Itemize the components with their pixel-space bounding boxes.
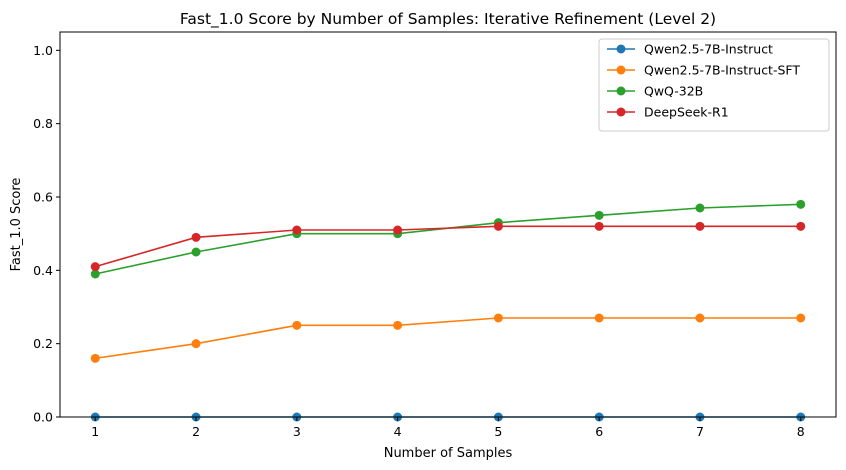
y-tick-label: 0.8 xyxy=(33,116,53,131)
legend-label: QwQ-32B xyxy=(644,84,703,99)
x-tick-label: 5 xyxy=(494,424,502,439)
data-point xyxy=(695,221,705,231)
plot-frame xyxy=(59,31,837,418)
data-point xyxy=(695,313,705,323)
legend-item: Qwen2.5-7B-Instruct-SFT xyxy=(607,63,800,78)
legend-marker xyxy=(616,44,626,54)
data-point xyxy=(493,313,503,323)
y-tick-label: 0.4 xyxy=(33,263,53,278)
chart-title: Fast_1.0 Score by Number of Samples: Ite… xyxy=(180,10,716,29)
x-tick-label: 3 xyxy=(293,424,301,439)
x-tick-label: 6 xyxy=(595,424,603,439)
legend-label: DeepSeek-R1 xyxy=(644,105,729,120)
y-tick-label: 0.2 xyxy=(33,336,53,351)
y-tick-label: 0.6 xyxy=(33,190,53,205)
data-point xyxy=(796,313,806,323)
data-point xyxy=(594,221,604,231)
y-tick-label: 0.0 xyxy=(33,410,53,425)
series-line xyxy=(95,203,801,275)
data-point xyxy=(695,203,705,213)
data-point xyxy=(393,225,403,235)
series-3 xyxy=(90,221,806,272)
legend-item: DeepSeek-R1 xyxy=(607,105,729,120)
plot-area xyxy=(90,199,806,422)
data-point xyxy=(191,232,201,242)
data-point xyxy=(90,262,100,272)
data-point xyxy=(90,269,100,279)
data-point xyxy=(90,353,100,363)
x-tick-label: 2 xyxy=(192,424,200,439)
legend-marker xyxy=(616,65,626,75)
x-axis: 1 2 3 4 5 6 7 8 xyxy=(91,417,805,439)
legend: Qwen2.5-7B-Instruct Qwen2.5-7B-Instruct-S… xyxy=(598,38,830,132)
legend-box xyxy=(598,38,830,132)
y-tick-label: 1.0 xyxy=(33,43,53,58)
legend-marker xyxy=(616,86,626,96)
legend-item: Qwen2.5-7B-Instruct xyxy=(607,42,773,57)
legend-item: QwQ-32B xyxy=(607,84,703,99)
x-tick-label: 8 xyxy=(797,424,805,439)
data-point xyxy=(493,221,503,231)
x-axis-title: Number of Samples xyxy=(384,446,513,461)
y-axis-title: Fast_1.0 Score xyxy=(9,178,24,272)
x-tick-label: 1 xyxy=(91,424,99,439)
data-point xyxy=(796,221,806,231)
data-point xyxy=(292,320,302,330)
data-point xyxy=(594,313,604,323)
data-point xyxy=(796,199,806,209)
legend-marker xyxy=(616,107,626,117)
data-point xyxy=(191,339,201,349)
series-line xyxy=(95,225,801,268)
data-point xyxy=(292,225,302,235)
data-point xyxy=(594,210,604,220)
x-tick-label: 4 xyxy=(394,424,402,439)
data-point xyxy=(393,320,403,330)
legend-label: Qwen2.5-7B-Instruct-SFT xyxy=(644,63,800,78)
series-line xyxy=(95,317,801,360)
x-tick-label: 7 xyxy=(696,424,704,439)
y-axis: 0.0 0.2 0.4 0.6 0.8 1.0 xyxy=(33,43,60,425)
data-point xyxy=(191,247,201,257)
legend-label: Qwen2.5-7B-Instruct xyxy=(644,42,773,57)
series-1 xyxy=(90,313,806,363)
